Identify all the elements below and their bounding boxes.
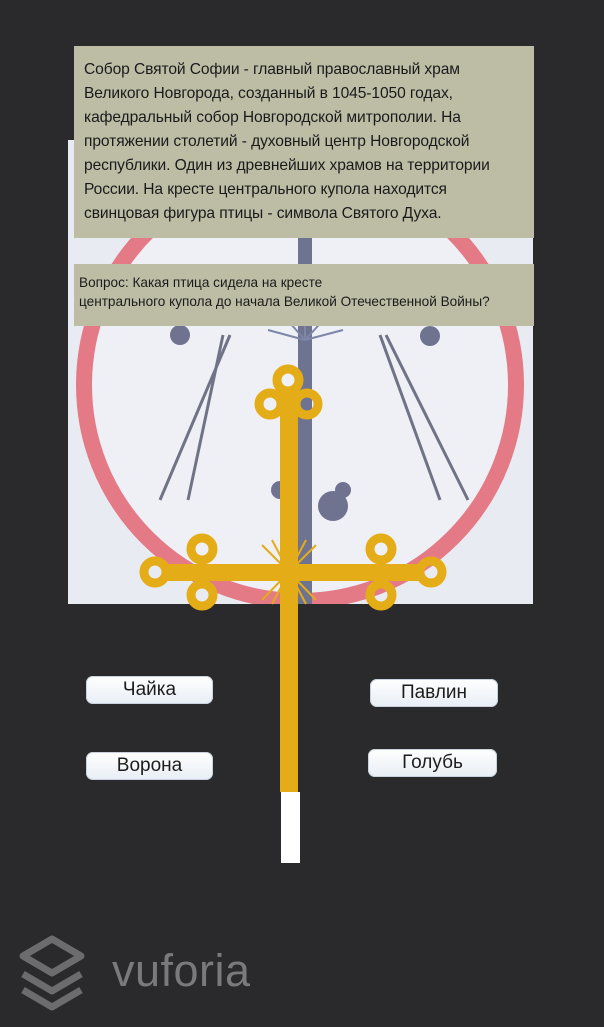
vuforia-logo-icon (19, 935, 85, 1011)
info-line: протяжении столетий - духовный центр Нов… (84, 133, 470, 150)
brand-wordmark: vuforia (112, 945, 251, 996)
question-panel: Вопрос: Какая птица сидела на кресте цен… (74, 264, 534, 326)
info-line: Собор Святой Софии - главный православны… (84, 61, 460, 78)
info-panel: Собор Святой Софии - главный православны… (74, 46, 534, 238)
info-line: свинцовая фигура птицы - символа Святого… (84, 205, 442, 222)
question-line: центрального купола до начала Великой От… (79, 294, 490, 309)
answer-button-chaika[interactable]: Чайка (86, 676, 213, 704)
answer-button-golub[interactable]: Голубь (368, 749, 497, 777)
answer-button-pavlin[interactable]: Павлин (370, 679, 498, 707)
answer-button-vorona[interactable]: Ворона (86, 752, 213, 780)
info-line: кафедральный собор Новгородской митропол… (84, 109, 461, 126)
question-line: Вопрос: Какая птица сидела на кресте (79, 275, 323, 290)
info-line: республики. Один из древнейших храмов на… (84, 157, 490, 174)
info-line: России. На кресте центрального купола на… (84, 181, 447, 198)
info-line: Великого Новгорода, созданный в 1045-105… (84, 85, 453, 102)
spire-pole (298, 235, 312, 604)
